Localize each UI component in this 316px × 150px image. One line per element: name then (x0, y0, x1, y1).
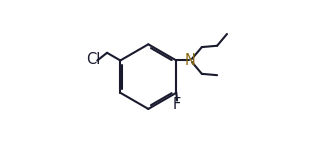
Text: F: F (173, 97, 181, 112)
Text: Cl: Cl (87, 52, 101, 67)
Text: N: N (185, 53, 196, 68)
